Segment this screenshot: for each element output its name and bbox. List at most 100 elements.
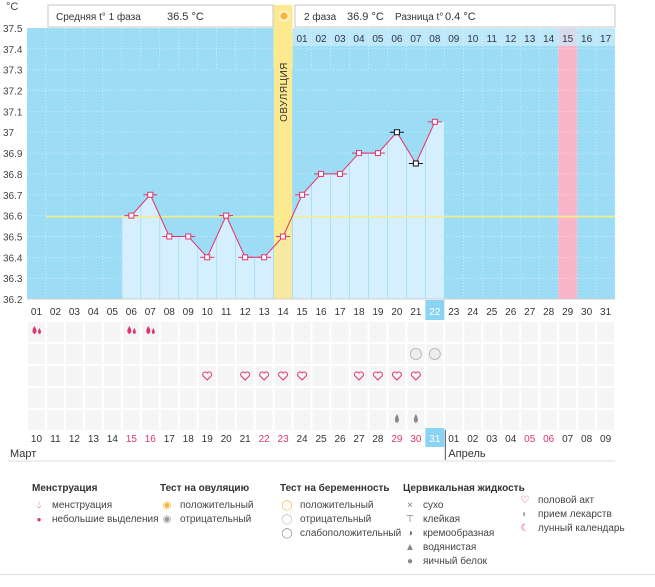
legend-item: положительный: [180, 500, 254, 511]
event-cell: [122, 322, 140, 342]
event-cell: [103, 344, 121, 364]
bottom-date-label: 29: [391, 434, 403, 445]
event-cell: [65, 322, 83, 342]
event-cell: [293, 410, 311, 430]
bottom-date-label: 15: [126, 434, 138, 445]
event-cell: [274, 322, 292, 342]
menstruation-drop-icon: [32, 326, 41, 334]
legend-title-pregnancy-test: Тест на беременность: [280, 483, 390, 494]
bottom-date-label: 25: [315, 434, 327, 445]
cycle-fill: [121, 28, 445, 299]
date-label: 21: [410, 307, 422, 318]
pregnancy-weak-icon: ◯: [281, 528, 293, 539]
temperature-series: [124, 118, 442, 261]
date-label: 26: [505, 307, 517, 318]
event-cell: [103, 366, 121, 386]
event-cell: [141, 344, 159, 364]
temperature-point: [374, 150, 381, 157]
event-cell: [521, 388, 539, 408]
event-cell: [445, 344, 463, 364]
bottom-date-label: 23: [278, 434, 290, 445]
top-day-label: 17: [600, 34, 612, 45]
header-box-phase2: [294, 4, 616, 28]
event-cell: [502, 322, 520, 342]
phase2-value: 36.9 °C: [347, 11, 384, 23]
event-cell: [217, 322, 235, 342]
bottom-date-labels: 10 11 12 13 14 15 16 17 18 19 20 21 22 23 24 25 26 27 28 29…: [8, 428, 616, 462]
event-cell: [84, 366, 102, 386]
date-label: 29: [562, 307, 574, 318]
event-cell: [293, 388, 311, 408]
egg-white-icon: ●: [406, 556, 414, 567]
event-cell: [84, 344, 102, 364]
temperature-point: [166, 233, 173, 240]
event-cell: [293, 344, 311, 364]
event-cell: [464, 388, 482, 408]
event-cell: [559, 410, 577, 430]
event-cell: [369, 344, 387, 364]
event-cell: [65, 366, 83, 386]
event-cell: [540, 322, 558, 342]
event-cell: [28, 366, 45, 386]
temperature-point: [147, 191, 154, 198]
event-cell: [559, 366, 577, 386]
bottom-date-label: 09: [600, 434, 612, 445]
negative-test-icon: ◉: [162, 514, 172, 525]
event-cell: [236, 322, 254, 342]
bottom-date-label: 03: [486, 434, 498, 445]
date-label: 14: [278, 307, 290, 318]
event-cell: [331, 410, 349, 430]
event-cell: [388, 388, 406, 408]
y-tick-label: 37.4: [3, 45, 23, 56]
event-cell: [255, 344, 273, 364]
event-cell: [578, 366, 596, 386]
drop-icon: 💧︎: [37, 500, 41, 511]
event-cell: [65, 388, 83, 408]
event-cell: [426, 388, 444, 408]
legend-item: отрицательный: [180, 514, 252, 525]
pill-icon: ◐: [521, 509, 529, 520]
date-label: 11: [221, 307, 232, 318]
event-cell: [312, 322, 330, 342]
event-cell: [141, 388, 159, 408]
bottom-date-label: 27: [353, 434, 365, 445]
bottom-date-label: 26: [334, 434, 346, 445]
event-cell: [179, 322, 197, 342]
event-cell: [274, 366, 292, 386]
event-cell: [578, 344, 596, 364]
top-day-label: 05: [372, 34, 384, 45]
event-cell: [312, 388, 330, 408]
y-tick-label: 36.6: [3, 212, 23, 223]
diff-value: 0.4 °C: [445, 11, 476, 23]
moon-icon: ☾: [520, 523, 530, 534]
bottom-date-label: 05: [524, 434, 536, 445]
event-cell: [179, 388, 197, 408]
legend-item: клейкая: [423, 514, 461, 525]
phase1-value: 36.5 °C: [167, 11, 204, 23]
watery-icon: ▲: [405, 542, 415, 553]
date-label: 31: [600, 307, 612, 318]
event-cell: [46, 322, 64, 342]
event-cell: [198, 410, 216, 430]
event-cell: [217, 344, 235, 364]
legend-item: лунный календарь: [538, 523, 625, 534]
diff-label: Разница t°: [395, 12, 443, 23]
heart-icon: [297, 371, 308, 381]
top-day-label: 06: [391, 34, 403, 45]
event-cell: [540, 344, 558, 364]
event-cell: [521, 344, 539, 364]
pregnancy-negative-icon: [409, 348, 422, 360]
y-tick-label: 37.3: [3, 66, 23, 77]
event-cell: [274, 344, 292, 364]
date-label: 20: [391, 307, 403, 318]
event-cell: [502, 344, 520, 364]
event-cell: [236, 388, 254, 408]
event-cell: [331, 366, 349, 386]
pregnancy-positive-icon: ◯: [281, 500, 293, 511]
event-cell: [597, 410, 615, 430]
date-label: 25: [486, 307, 498, 318]
drop-shape: [127, 326, 132, 334]
bottom-date-label: 20: [221, 434, 233, 445]
event-cell: [274, 388, 292, 408]
event-cell: [369, 366, 387, 386]
